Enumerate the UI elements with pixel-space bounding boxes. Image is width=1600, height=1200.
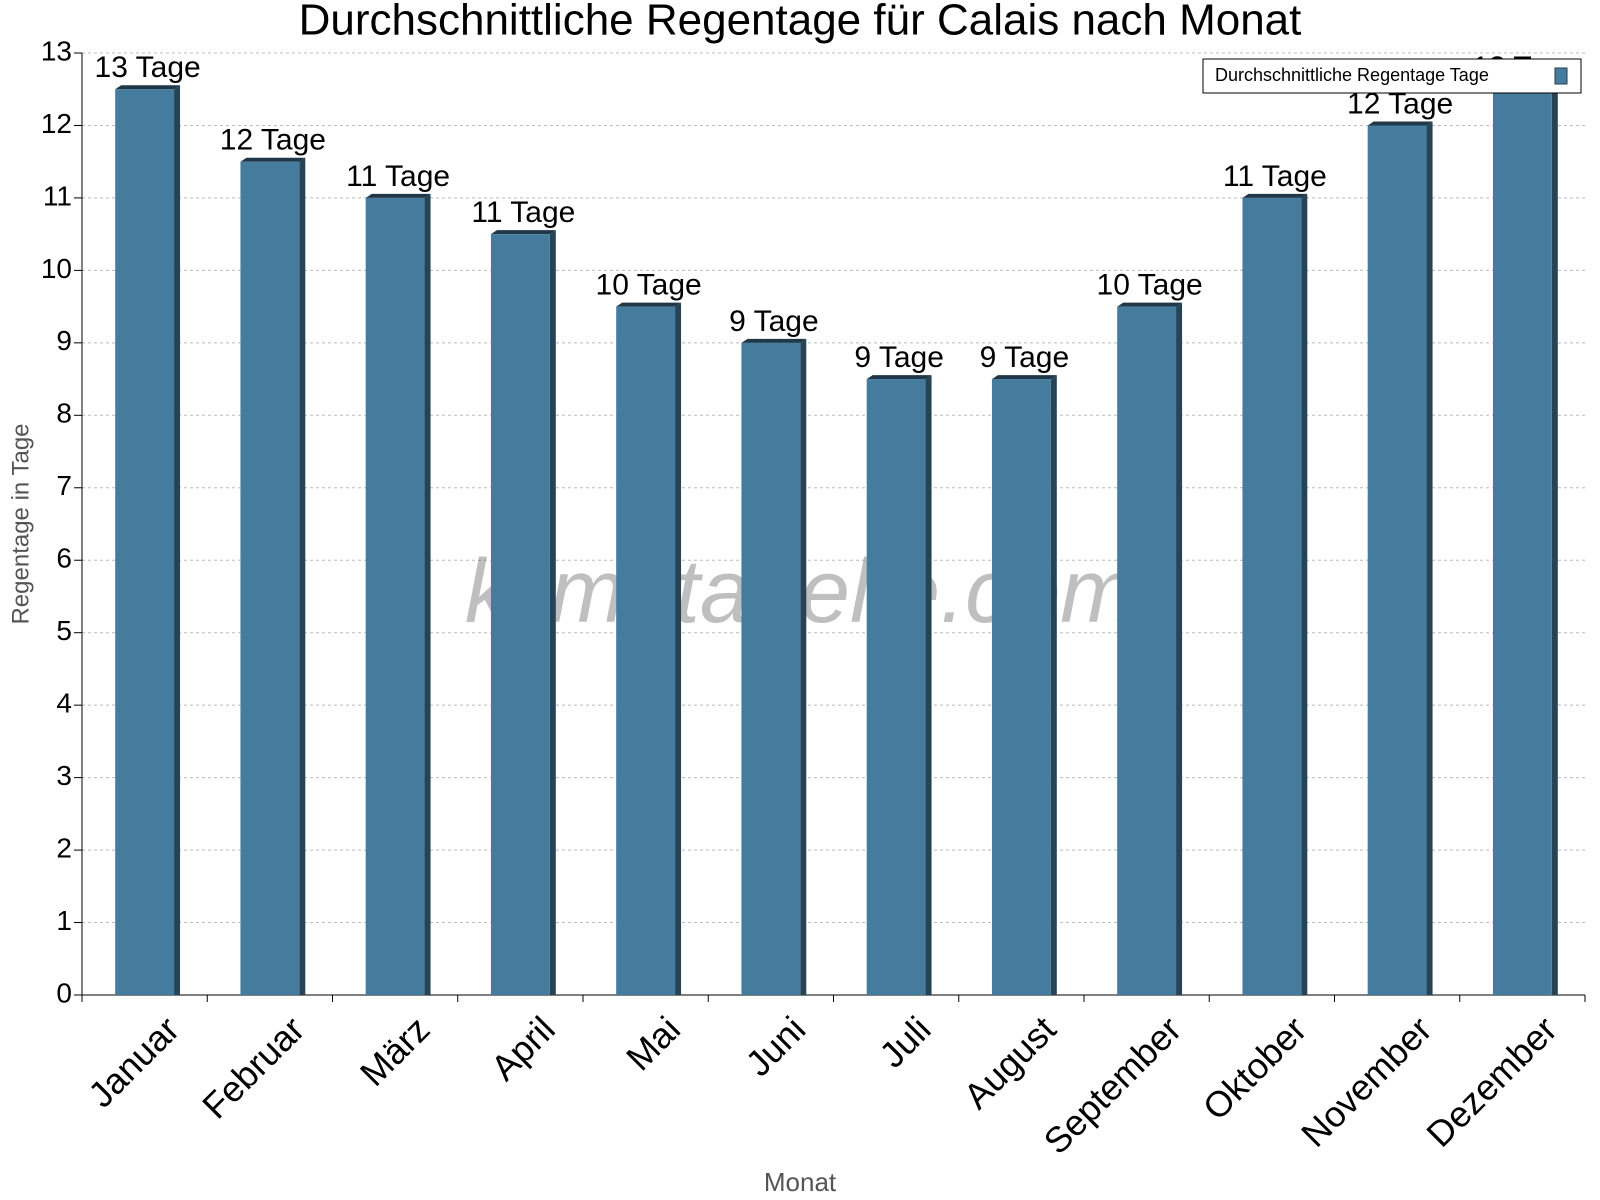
bar-side [925, 375, 932, 996]
bar [1367, 125, 1427, 995]
bar [365, 197, 425, 995]
bar-top [991, 375, 1057, 380]
legend-label: Durchschnittliche Regentage Tage [1215, 65, 1489, 85]
bar [490, 234, 550, 996]
bar [1117, 306, 1177, 996]
x-tick-label: Mai [618, 1008, 688, 1078]
bar-side [1426, 121, 1433, 995]
x-tick-label: April [483, 1008, 563, 1088]
x-tick-label: November [1293, 1008, 1439, 1154]
bar-side [1301, 193, 1308, 995]
y-tick-label: 8 [56, 398, 72, 429]
bar-side [299, 157, 306, 995]
x-tick-label: Januar [80, 1008, 187, 1115]
bar-side [174, 85, 181, 995]
bar-top [1242, 193, 1308, 198]
y-tick-label: 5 [56, 615, 72, 646]
bar [240, 161, 300, 995]
y-tick-label: 7 [56, 470, 72, 501]
bar [1492, 89, 1552, 995]
y-tick-label: 13 [41, 35, 72, 66]
bar-top [115, 85, 181, 90]
data-label: 9 Tage [729, 305, 819, 338]
bar-side [1176, 302, 1183, 996]
data-label: 11 Tage [346, 160, 450, 193]
y-axis-label: Regentage in Tage [7, 423, 34, 624]
data-label: 11 Tage [471, 196, 575, 229]
y-tick-label: 4 [56, 688, 72, 719]
bar-side [1050, 375, 1057, 996]
x-tick-label: Juni [738, 1008, 814, 1084]
x-tick-label: Februar [194, 1008, 312, 1126]
data-label: 10 Tage [1097, 269, 1203, 302]
x-tick-label: Oktober [1195, 1008, 1315, 1128]
y-tick-label: 12 [41, 108, 72, 139]
bar [115, 89, 175, 995]
y-tick-label: 6 [56, 543, 72, 574]
x-tick-label: September [1035, 1008, 1189, 1162]
bar [741, 342, 801, 995]
data-label: 11 Tage [1223, 160, 1327, 193]
y-tick-label: 2 [56, 832, 72, 863]
x-tick-label: März [352, 1008, 438, 1094]
x-tick-label: Juli [871, 1008, 938, 1075]
data-label: 9 Tage [980, 341, 1070, 374]
bar-top [616, 302, 682, 307]
data-label: 13 Tage [95, 51, 201, 84]
x-tick-label: August [956, 1008, 1064, 1116]
bar-side [549, 230, 556, 996]
data-label: 9 Tage [854, 341, 944, 374]
bar [991, 379, 1051, 996]
y-tick-label: 1 [56, 905, 72, 936]
legend: Durchschnittliche Regentage Tage [1202, 58, 1582, 94]
bar-top [1117, 302, 1183, 307]
bar-top [490, 230, 556, 235]
y-tick-label: 9 [56, 325, 72, 356]
chart-title: Durchschnittliche Regentage für Calais n… [299, 0, 1302, 45]
bar [616, 306, 676, 996]
bar-top [1367, 121, 1433, 126]
bar-side [1551, 85, 1558, 995]
y-tick-label: 3 [56, 760, 72, 791]
y-tick-label: 11 [43, 180, 72, 211]
bar-side [675, 302, 682, 996]
bar [1242, 197, 1302, 995]
y-tick-label: 0 [56, 977, 72, 1008]
x-axis-label: Monat [764, 1167, 837, 1197]
bar-top [240, 157, 306, 162]
bar-top [741, 338, 807, 343]
bar [866, 379, 926, 996]
bar-top [365, 193, 431, 198]
bar-side [800, 338, 807, 995]
bar-top [866, 375, 932, 380]
data-label: 12 Tage [220, 124, 326, 157]
data-label: 10 Tage [596, 269, 702, 302]
bar-side [424, 193, 431, 995]
y-tick-label: 10 [41, 253, 72, 284]
legend-swatch [1554, 67, 1568, 85]
legend-box [1202, 58, 1582, 94]
x-tick-label: Dezember [1418, 1008, 1564, 1154]
